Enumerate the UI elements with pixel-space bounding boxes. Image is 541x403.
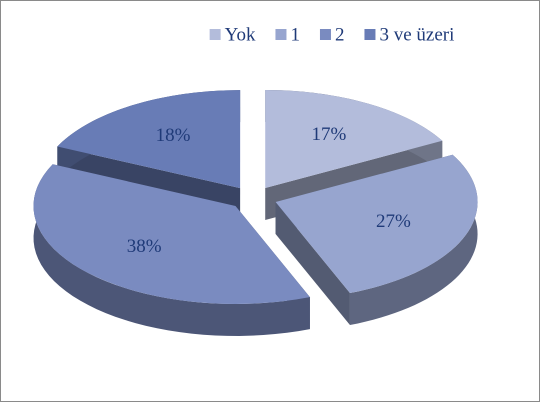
data-label: 17%: [312, 124, 347, 145]
legend-swatch: [364, 29, 376, 40]
slice-side: [33, 164, 310, 336]
slice: [57, 90, 241, 189]
legend-label: 1: [290, 24, 300, 45]
legend-swatch: [319, 29, 331, 40]
legend-label: 3 ve üzeri: [379, 24, 454, 45]
slice: [33, 164, 310, 304]
legend-swatch: [209, 29, 221, 40]
slice-cut-face: [275, 201, 350, 326]
legend-label: 2: [335, 24, 345, 45]
data-label: 18%: [156, 125, 191, 146]
legend-label: Yok: [225, 24, 256, 45]
data-label: 27%: [376, 211, 411, 232]
pie: 17% 18% 27% 38%: [33, 89, 478, 336]
slice: [275, 154, 478, 294]
legend: Yok 1 2 3 ve üzeri: [209, 24, 454, 45]
legend-swatch: [275, 29, 287, 40]
slice-side: [349, 154, 478, 326]
data-label: 38%: [127, 236, 162, 257]
slice: [265, 89, 443, 188]
